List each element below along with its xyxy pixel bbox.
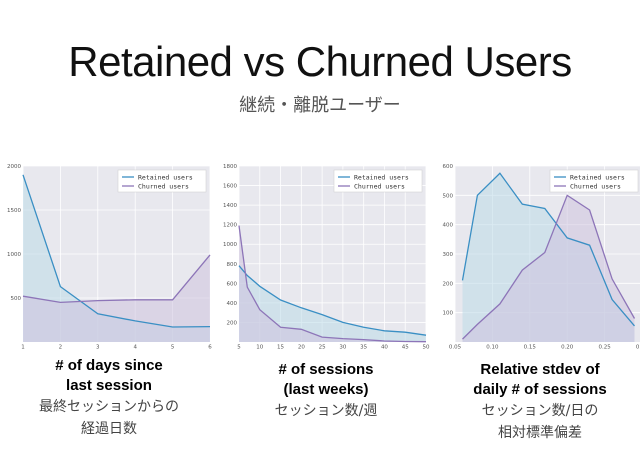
series-line-churned xyxy=(462,194,636,340)
y-tick-label: 800 xyxy=(227,262,238,268)
caption-main-line: daily # of sessions xyxy=(473,381,607,398)
caption-main-line: # of sessions xyxy=(278,361,374,378)
x-tick-label: 0.25 xyxy=(598,345,611,351)
y-tick-label: 2000 xyxy=(7,164,21,170)
y-tick-label: 1800 xyxy=(223,164,237,170)
y-tick-label: 1000 xyxy=(7,252,21,258)
x-tick-label: 40 xyxy=(381,345,388,351)
legend-label-retained: Retained users xyxy=(354,173,409,181)
series-line-churned xyxy=(22,254,211,304)
series-area-churned xyxy=(23,254,210,342)
x-tick-label: 0.15 xyxy=(524,345,537,351)
y-tick-label: 600 xyxy=(227,281,238,287)
y-tick-label: 1500 xyxy=(7,208,21,214)
legend-box xyxy=(333,169,423,193)
y-tick-label: 600 xyxy=(443,164,454,170)
chart-svg: 5 10 15 20 25 30 35 40 45 50 200 400 600 800 1000 1200 1… xyxy=(223,164,430,351)
x-tick-label: 2 xyxy=(59,345,63,351)
series-area-churned xyxy=(239,225,426,342)
y-tick-label: 1000 xyxy=(223,242,237,248)
series-area-churned xyxy=(462,195,635,342)
legend-label-churned: Churned users xyxy=(354,182,405,190)
series-area-retained xyxy=(23,174,210,342)
caption-japanese-line: 経過日数 xyxy=(81,421,137,437)
caption-main-line: last session xyxy=(66,377,152,394)
caption-japanese-line: 最終セッションからの xyxy=(39,399,179,415)
y-tick-label: 200 xyxy=(227,320,238,326)
caption-japanese-line: セッション数/週 xyxy=(274,403,378,419)
x-tick-label: 1 xyxy=(21,345,25,351)
series-line-retained xyxy=(461,172,635,327)
series-area-retained xyxy=(239,265,426,342)
x-tick-label: 0.20 xyxy=(561,345,574,351)
y-tick-label: 300 xyxy=(443,252,454,258)
series-line-retained xyxy=(238,265,427,336)
y-tick-label: 1400 xyxy=(223,203,237,209)
caption-chart-3: Relative stdev of daily # of sessions セッ… xyxy=(440,360,640,444)
y-tick-label: 100 xyxy=(443,311,454,317)
caption-main-line: Relative stdev of xyxy=(480,361,600,378)
x-tick-label: 0.10 xyxy=(486,345,499,351)
y-tick-label: 200 xyxy=(443,281,454,287)
y-tick-label: 400 xyxy=(227,301,238,307)
series-line-retained xyxy=(22,174,211,328)
series-line-churned xyxy=(238,225,427,343)
x-tick-label: 10 xyxy=(256,345,263,351)
x-tick-label: 35 xyxy=(360,345,367,351)
chart-svg: 0.05 0.10 0.15 0.20 0.25 0.30 100 200 300 400 500 6… xyxy=(443,164,640,351)
x-tick-label: 5 xyxy=(237,345,241,351)
y-tick-label: 500 xyxy=(443,193,454,199)
legend-label-retained: Retained users xyxy=(138,173,193,181)
caption-japanese-line: 相対標準偏差 xyxy=(498,425,582,441)
legend-box xyxy=(549,169,639,193)
x-tick-label: 30 xyxy=(339,345,346,351)
page-title: Retained vs Churned Users xyxy=(68,38,572,85)
legend-box xyxy=(117,169,207,193)
caption-main-line: # of days since xyxy=(55,357,163,374)
x-tick-label: 6 xyxy=(208,345,212,351)
x-tick-label: 25 xyxy=(319,345,326,351)
legend-label-retained: Retained users xyxy=(570,173,625,181)
y-tick-label: 1200 xyxy=(223,223,237,229)
legend-label-churned: Churned users xyxy=(138,182,189,190)
x-tick-label: 45 xyxy=(402,345,409,351)
caption-main-line: (last weeks) xyxy=(283,381,369,398)
y-tick-label: 500 xyxy=(11,296,22,302)
caption-chart-2: # of sessions (last weeks) セッション数/週 xyxy=(226,360,426,422)
page-subtitle: 継続・離脱ユーザー xyxy=(239,95,401,116)
x-tick-label: 5 xyxy=(171,345,175,351)
x-tick-label: 20 xyxy=(298,345,305,351)
x-tick-label: 4 xyxy=(133,345,137,351)
y-tick-label: 1600 xyxy=(223,184,237,190)
y-tick-label: 400 xyxy=(443,223,454,229)
x-tick-label: 50 xyxy=(423,345,430,351)
legend-label-churned: Churned users xyxy=(570,182,621,190)
x-tick-label: 15 xyxy=(277,345,284,351)
chart-sessions-per-week: 5 10 15 20 25 30 35 40 45 50 200 400 600 800 1000 1200 1… xyxy=(221,160,431,350)
x-tick-label: 0.30 xyxy=(636,345,640,351)
caption-japanese-line: セッション数/日の xyxy=(481,403,599,419)
x-tick-label: 3 xyxy=(96,345,100,351)
chart-svg: 1 2 3 4 5 6 500 1000 1500 2000 Retained usersChurn… xyxy=(7,164,212,351)
chart-relative-stdev: 0.05 0.10 0.15 0.20 0.25 0.30 100 200 300 400 500 6… xyxy=(437,160,640,350)
chart-days-since-last-session: 1 2 3 4 5 6 500 1000 1500 2000 Retained users Churn… xyxy=(5,160,215,350)
x-tick-label: 0.05 xyxy=(449,345,462,351)
caption-chart-1: # of days since last session 最終セッションからの … xyxy=(9,356,209,440)
